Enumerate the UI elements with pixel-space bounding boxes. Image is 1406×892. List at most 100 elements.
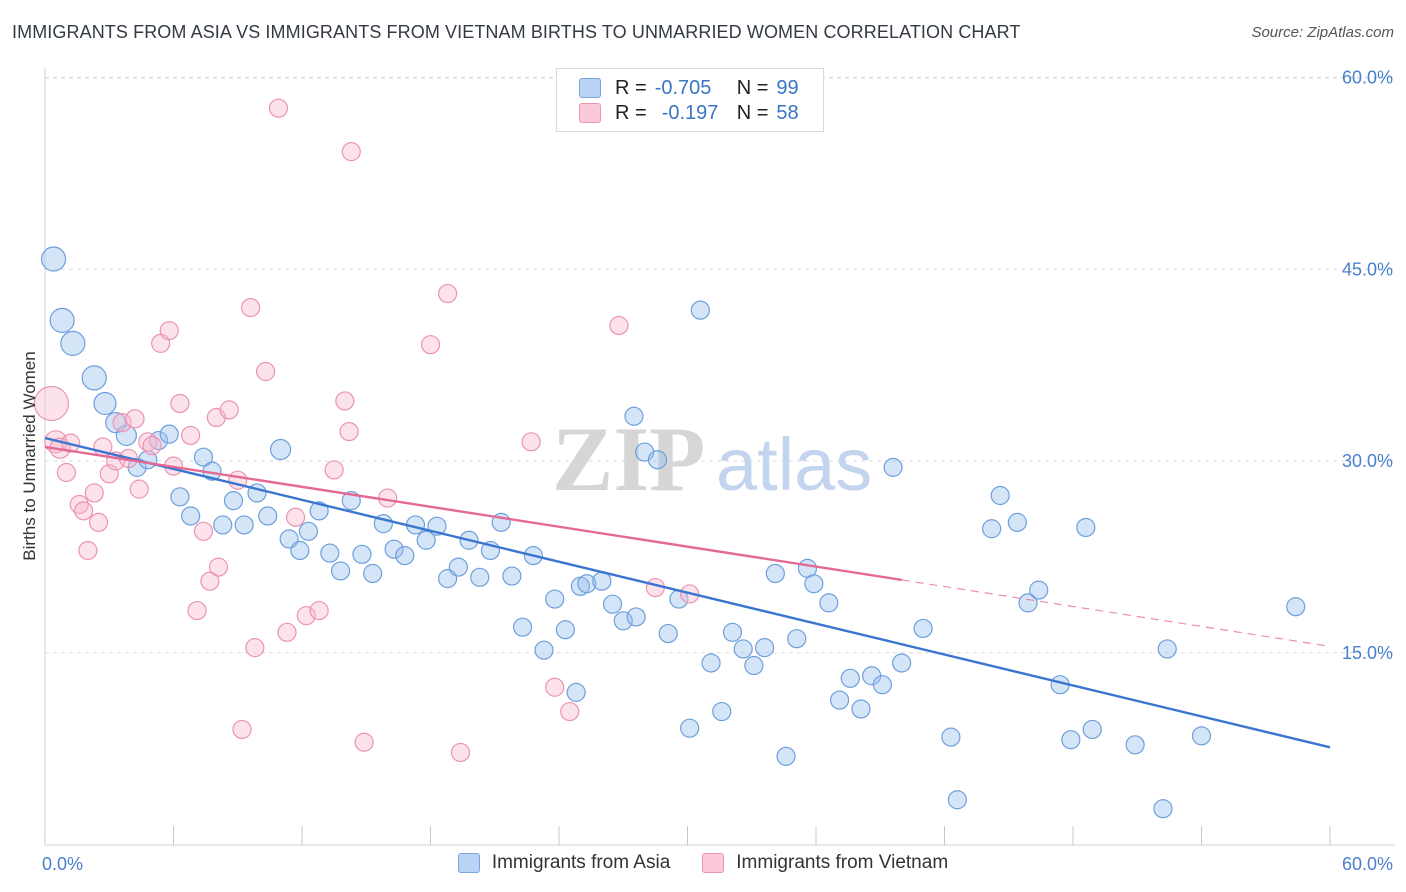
data-point-asia xyxy=(787,629,807,649)
data-point-asia xyxy=(1286,597,1306,617)
data-point-vietnam xyxy=(84,483,104,503)
data-point-asia xyxy=(330,561,351,581)
legend-label-vietnam: Immigrants from Vietnam xyxy=(736,852,949,873)
data-point-vietnam xyxy=(285,507,306,527)
data-point-asia xyxy=(1082,719,1102,740)
data-point-asia xyxy=(913,618,933,639)
data-point-asia xyxy=(722,622,743,642)
legend-item-vietnam[interactable]: Immigrants from Vietnam xyxy=(702,852,948,874)
data-point-asia xyxy=(181,506,201,526)
data-point-vietnam xyxy=(609,315,629,336)
data-point-asia xyxy=(545,589,565,609)
data-point-asia xyxy=(829,690,850,710)
data-point-vietnam xyxy=(354,732,374,752)
data-point-vietnam xyxy=(88,512,109,532)
data-point-vietnam xyxy=(296,606,316,626)
data-point-vietnam xyxy=(324,460,344,480)
data-point-asia xyxy=(947,790,967,810)
data-point-asia xyxy=(1018,593,1038,613)
data-point-asia xyxy=(93,391,117,416)
legend-n-label: N = xyxy=(736,101,769,124)
legend-swatch-asia xyxy=(579,78,601,98)
y-tick-label: 15.0% xyxy=(1342,643,1393,663)
tick-labels: 15.0% 30.0% 45.0% 60.0% 0.0% 60.0% xyxy=(42,68,1393,875)
legend-n-value-asia: 99 xyxy=(776,76,799,99)
data-point-vietnam xyxy=(245,638,265,658)
data-point-vietnam xyxy=(125,409,145,429)
legend-r-value-vietnam: -0.197 xyxy=(661,101,719,124)
data-point-asia xyxy=(941,727,961,747)
data-point-vietnam xyxy=(170,393,190,414)
data-point-asia xyxy=(883,457,903,477)
data-point-vietnam xyxy=(255,361,276,382)
data-point-vietnam xyxy=(241,298,261,318)
data-point-asia xyxy=(1029,580,1049,600)
y-tick-label: 45.0% xyxy=(1342,259,1393,279)
data-point-asia xyxy=(470,567,490,587)
data-point-asia xyxy=(1007,512,1027,532)
data-point-asia xyxy=(840,668,860,688)
data-point-vietnam xyxy=(129,479,149,499)
data-point-asia xyxy=(577,574,597,594)
data-point-vietnam xyxy=(268,98,289,118)
y-axis-label: Births to Unmarried Women xyxy=(20,351,39,560)
data-point-asia xyxy=(1125,735,1145,755)
data-point-vietnam xyxy=(193,521,214,541)
watermark-atlas: atlas xyxy=(716,423,872,506)
data-point-asia xyxy=(658,623,678,644)
data-point-vietnam xyxy=(33,385,70,422)
data-point-asia xyxy=(819,593,839,613)
data-point-asia xyxy=(534,640,554,660)
data-point-vietnam xyxy=(181,425,201,446)
data-point-asia xyxy=(712,701,732,722)
watermark-zip: ZIP xyxy=(552,408,705,510)
legend-label-asia: Immigrants from Asia xyxy=(491,852,671,873)
data-point-asia xyxy=(851,699,871,719)
data-point-asia xyxy=(258,506,278,526)
data-point-asia xyxy=(298,521,319,541)
data-point-vietnam xyxy=(341,142,361,162)
data-point-asia xyxy=(269,438,292,461)
trend-line-asia xyxy=(44,436,1331,749)
legend-item-asia[interactable]: Immigrants from Asia xyxy=(457,852,671,874)
data-point-asia xyxy=(647,450,668,470)
legend-r-label: R = xyxy=(615,101,647,124)
data-point-asia xyxy=(159,424,179,444)
data-point-vietnam xyxy=(112,413,132,433)
data-point-vietnam xyxy=(187,600,207,621)
legend-row-vietnam: R = -0.197 N = 58 xyxy=(579,101,799,125)
data-point-asia xyxy=(223,491,244,511)
legend-r-value-asia: -0.705 xyxy=(654,76,712,99)
data-point-asia xyxy=(363,563,383,584)
data-point-asia xyxy=(624,406,644,426)
chart-title: IMMIGRANTS FROM ASIA VS IMMIGRANTS FROM … xyxy=(12,22,1021,42)
data-point-vietnam xyxy=(545,677,565,697)
data-point-asia xyxy=(680,718,700,738)
data-point-asia xyxy=(320,543,340,563)
data-point-asia xyxy=(502,566,522,586)
data-point-asia xyxy=(81,365,107,391)
data-point-asia xyxy=(744,655,764,676)
data-point-vietnam xyxy=(438,283,458,304)
data-point-asia xyxy=(701,653,721,673)
data-point-asia xyxy=(384,539,404,559)
data-point-vietnam xyxy=(335,391,355,411)
series-legend: Immigrants from Asia Immigrants from Vie… xyxy=(0,852,1406,874)
data-point-asia xyxy=(872,675,892,695)
data-point-vietnam xyxy=(309,600,329,621)
data-point-asia xyxy=(170,487,190,507)
data-point-asia xyxy=(234,515,254,535)
data-point-asia xyxy=(990,485,1010,506)
data-point-vietnam xyxy=(521,432,541,452)
data-point-asia xyxy=(566,682,586,702)
y-tick-label: 30.0% xyxy=(1342,451,1393,471)
data-point-asia xyxy=(613,611,633,631)
data-point-asia xyxy=(1153,799,1173,819)
series-asia-points xyxy=(40,246,1306,819)
data-point-vietnam xyxy=(73,501,94,521)
data-point-asia xyxy=(60,330,86,356)
data-point-asia xyxy=(776,746,796,766)
data-point-asia xyxy=(49,307,75,333)
data-point-asia xyxy=(982,519,1002,539)
